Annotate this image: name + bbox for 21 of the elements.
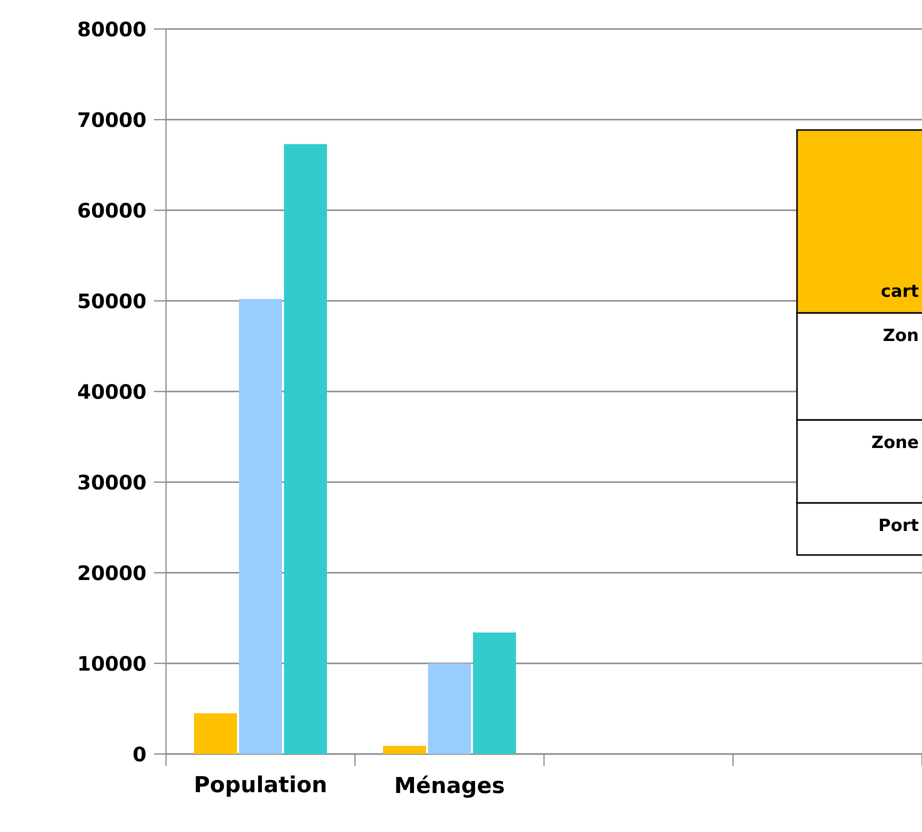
bar xyxy=(473,632,516,754)
y-tick-label: 30000 xyxy=(78,474,146,490)
y-tick-label: 20000 xyxy=(78,565,146,580)
bar xyxy=(383,746,426,754)
y-tick-label: 10000 xyxy=(79,656,146,671)
bar xyxy=(284,144,327,754)
x-tick-label: Population xyxy=(196,776,326,797)
annotation: Zon xyxy=(884,328,918,342)
y-tick-label: 0 xyxy=(134,746,146,762)
annotation: cart xyxy=(882,284,918,298)
y-tick-label: 50000 xyxy=(78,293,146,308)
annotation: Port xyxy=(880,518,918,532)
y-tick-label: 40000 xyxy=(78,384,146,400)
y-tick-label: 80000 xyxy=(78,21,146,37)
x-tick-label: Ménages xyxy=(396,776,504,798)
annotation: Zone xyxy=(872,436,918,448)
y-tick-label: 70000 xyxy=(78,112,146,128)
y-tick-label: 60000 xyxy=(78,202,146,218)
bar xyxy=(239,299,282,754)
bar xyxy=(428,663,472,754)
bar xyxy=(194,713,238,754)
